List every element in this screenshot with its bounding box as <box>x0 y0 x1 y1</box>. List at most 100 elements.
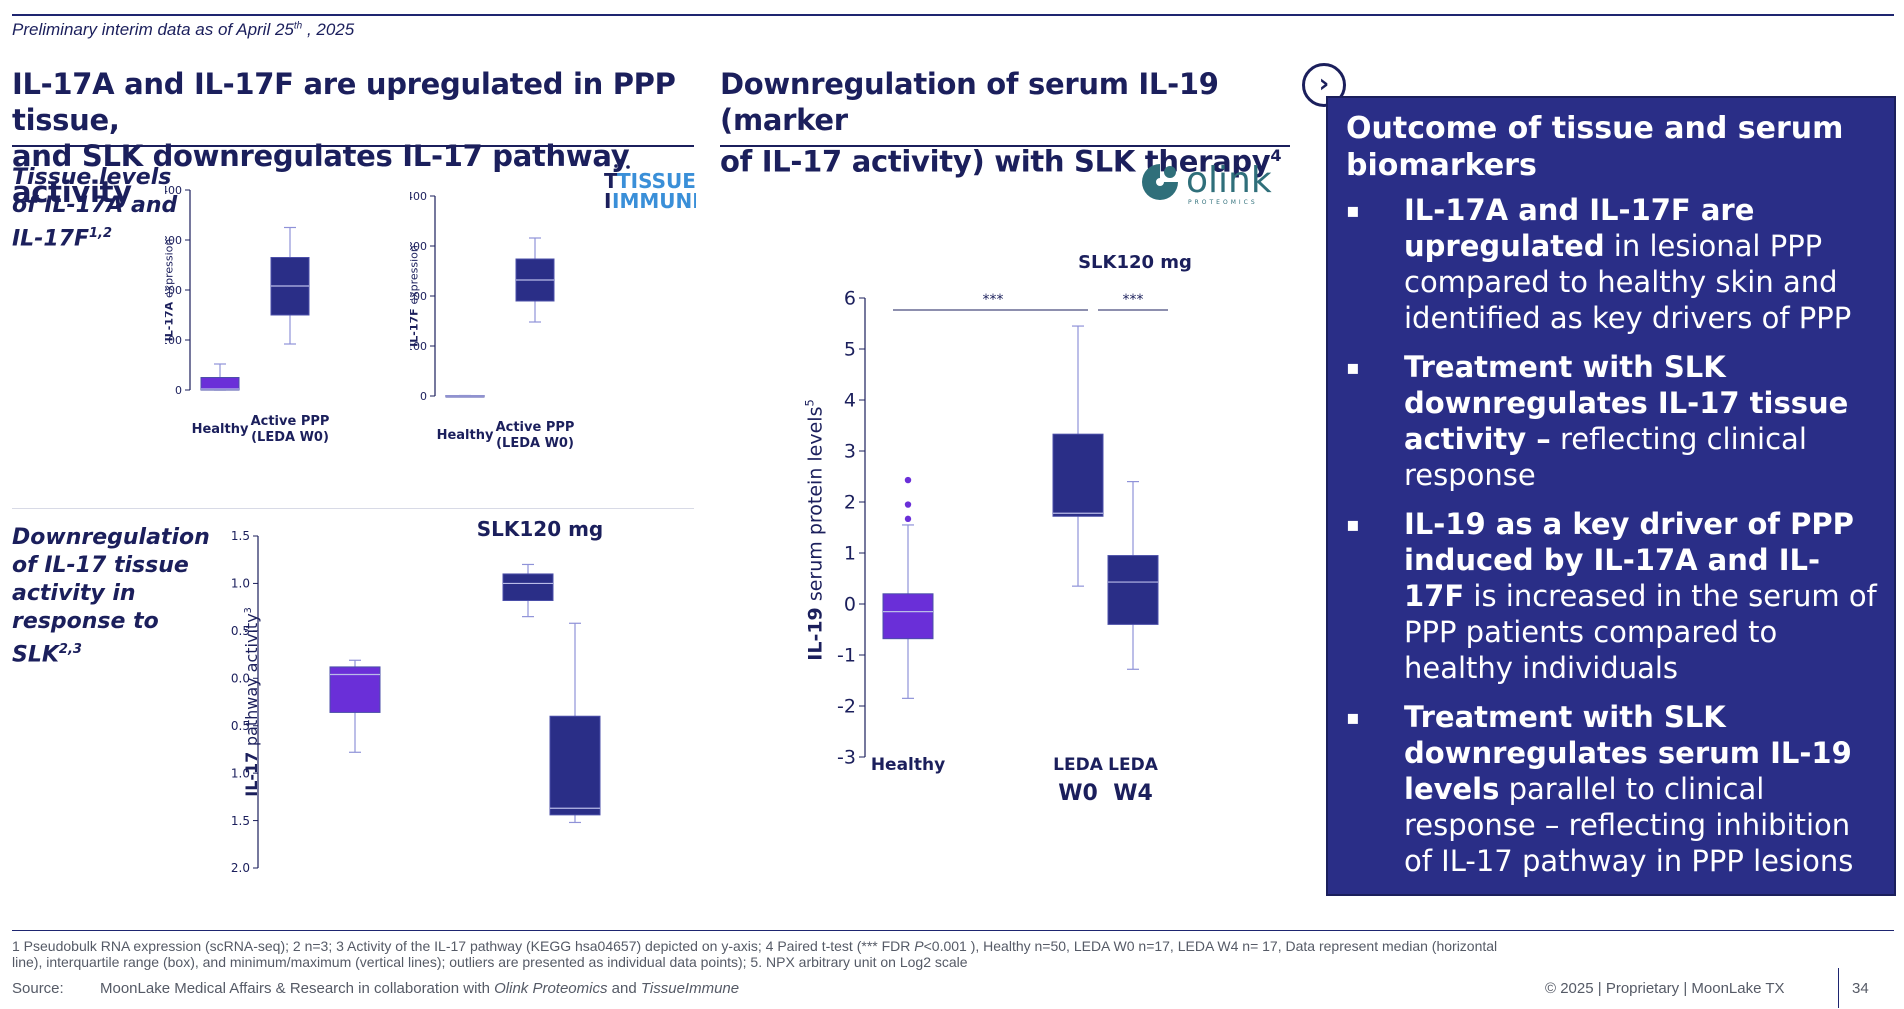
middle-heading-line2: of IL-17 activity) with SLK therapy <box>720 144 1271 179</box>
left-heading: IL-17A and IL-17F are upregulated in PPP… <box>12 66 712 210</box>
copyright: © 2025 | Proprietary | MoonLake TX <box>1545 980 1785 997</box>
y-tick-label: 6 <box>844 288 856 310</box>
tissueimmune-logo-line2: IMMUNE <box>612 189 696 213</box>
top-rule <box>12 14 1894 16</box>
y-tick-label: -1 <box>837 645 856 667</box>
middle-heading-line1: Downregulation of serum IL-19 (marker <box>720 67 1219 137</box>
y-tick-label: 0 <box>420 390 427 403</box>
left-heading-line2: and SLK downregulates IL-17 pathway acti… <box>12 139 630 209</box>
il19-serum-box-chart: 6 5 4 3 2 1 0 -1 -2 -3 IL-19 serum protein levels5… <box>803 252 1192 806</box>
significance-label: *** <box>1123 292 1144 308</box>
category-label: (LEDA W0) <box>251 430 329 445</box>
y-axis-label: IL-17A expression <box>165 239 176 342</box>
box-iqr <box>1107 555 1159 625</box>
y-tick-label: 0 <box>175 384 182 397</box>
box-outlier <box>904 515 912 523</box>
y-tick-label: 4 <box>844 390 856 412</box>
tissueimmune-logo-line1: TISSUE <box>617 169 696 193</box>
source-label: Source: <box>12 980 64 997</box>
y-tick-label: 100 <box>165 334 182 347</box>
bullet-2: Treatment with SLK downregulates IL-17 t… <box>1346 349 1880 493</box>
significance-label: *** <box>983 292 1004 308</box>
category-label: LEDA <box>505 885 552 888</box>
bullet-3: IL-19 as a key driver of PPP induced by … <box>1346 506 1880 686</box>
middle-heading-rule <box>720 145 1290 147</box>
y-tick-label: 0.0 <box>231 671 250 685</box>
y-tick-label: −0.5 <box>230 719 250 733</box>
y-tick-label: 200 <box>165 284 182 297</box>
y-tick-label: 3 <box>844 441 856 463</box>
il17-pathway-box-chart: 1.5 1.0 0.5 0.0 −0.5 −1.0 −1.5 −2.0 IL-17 pathwa… <box>230 517 604 888</box>
y-tick-label: 300 <box>410 240 427 253</box>
category-label: Healthy <box>192 422 249 437</box>
box-iqr <box>200 377 240 391</box>
y-tick-label: 0 <box>844 594 856 616</box>
y-tick-label: −1.5 <box>230 814 250 828</box>
category-label: W4 <box>1113 781 1153 806</box>
bullet-4: Treatment with SLK downregulates serum I… <box>1346 699 1880 879</box>
box-outlier <box>904 501 912 508</box>
tissueimmune-logo: T TISSUE I IMMUNE <box>604 156 706 214</box>
left-heading-rule <box>12 145 694 147</box>
category-label: W0 <box>1058 781 1098 806</box>
y-tick-label: 400 <box>410 190 427 203</box>
bullet-1: IL-17A and IL-17F are upregulated in les… <box>1346 192 1880 336</box>
y-axis-label: IL-19 serum protein levels5 <box>803 399 827 660</box>
category-label: Active PPP <box>496 420 575 435</box>
y-tick-label: 300 <box>165 234 182 247</box>
olink-logo: olink PROTEOMICS <box>1140 158 1300 208</box>
y-tick-label: 0.5 <box>231 624 250 638</box>
left-heading-line1: IL-17A and IL-17F are upregulated in PPP… <box>12 67 676 137</box>
category-label: LEDA <box>1053 755 1104 775</box>
bottom-rule <box>12 930 1894 931</box>
category-label: Healthy <box>871 755 945 775</box>
y-tick-label: 100 <box>410 340 427 353</box>
y-tick-label: 2 <box>844 492 856 514</box>
y-tick-label: 200 <box>410 290 427 303</box>
category-label: (LEDA W0) <box>496 436 574 451</box>
y-tick-label: 5 <box>844 339 856 361</box>
box-iqr <box>329 666 381 713</box>
category-label: Healthy <box>320 885 391 888</box>
panel-title: Outcome of tissue and serum biomarkers <box>1346 111 1844 183</box>
panel-bullets: IL-17A and IL-17F are upregulated in les… <box>1346 192 1880 892</box>
middle-heading: Downregulation of serum IL-19 (marker of… <box>720 66 1320 180</box>
box-iqr <box>882 593 934 640</box>
box-iqr <box>549 715 601 816</box>
footnote: 1 Pseudobulk RNA expression (scRNA-seq);… <box>12 938 1498 970</box>
tissue-levels-label: Tissue levels of IL-17A and IL-17F1,2 <box>12 165 178 252</box>
y-tick-label: 1 <box>844 543 856 565</box>
olink-logo-sub: PROTEOMICS <box>1188 199 1258 206</box>
page-divider <box>1838 968 1839 1008</box>
section-divider <box>12 508 694 509</box>
outcome-panel: Outcome of tissue and serum biomarkers I… <box>1326 96 1896 896</box>
y-tick-label: 1.5 <box>231 529 250 543</box>
category-label: LEDA <box>552 885 599 888</box>
y-tick-label: -3 <box>837 747 856 769</box>
il17f-box-chart: 400 300 200 100 0 IL-17F expression HealthyAct… <box>410 190 575 451</box>
downregulation-label: Downregulation of IL-17 tissue activity … <box>12 525 210 668</box>
box-iqr <box>1052 433 1104 517</box>
chart-title: SLK120 mg <box>1078 252 1192 273</box>
y-axis-label: IL-17F expression <box>410 245 421 347</box>
svg-text:I: I <box>604 189 611 213</box>
box-iqr <box>502 573 554 602</box>
olink-logo-name: olink <box>1186 160 1272 201</box>
y-tick-label: 400 <box>165 184 182 197</box>
category-label: LEDA <box>1108 755 1159 775</box>
y-tick-label: -2 <box>837 696 856 718</box>
y-tick-label: 1.0 <box>231 577 250 591</box>
y-axis-label: IL-17 pathway activity3 <box>242 607 261 797</box>
il17a-box-chart: 400 300 200 100 0 IL-17A expression HealthyAct… <box>165 184 330 445</box>
chevron-right-icon: › <box>1318 69 1330 99</box>
chart-title: SLK120 mg <box>477 517 604 541</box>
category-label: Healthy <box>437 428 494 443</box>
page-number: 34 <box>1852 980 1869 997</box>
category-label: Active PPP <box>251 414 330 429</box>
preliminary-note: Preliminary interim data as of April 25t… <box>12 20 355 39</box>
svg-text:T: T <box>604 169 618 193</box>
y-tick-label: −2.0 <box>230 861 250 875</box>
box-outlier <box>904 476 912 484</box>
y-tick-label: −1.0 <box>230 766 250 780</box>
